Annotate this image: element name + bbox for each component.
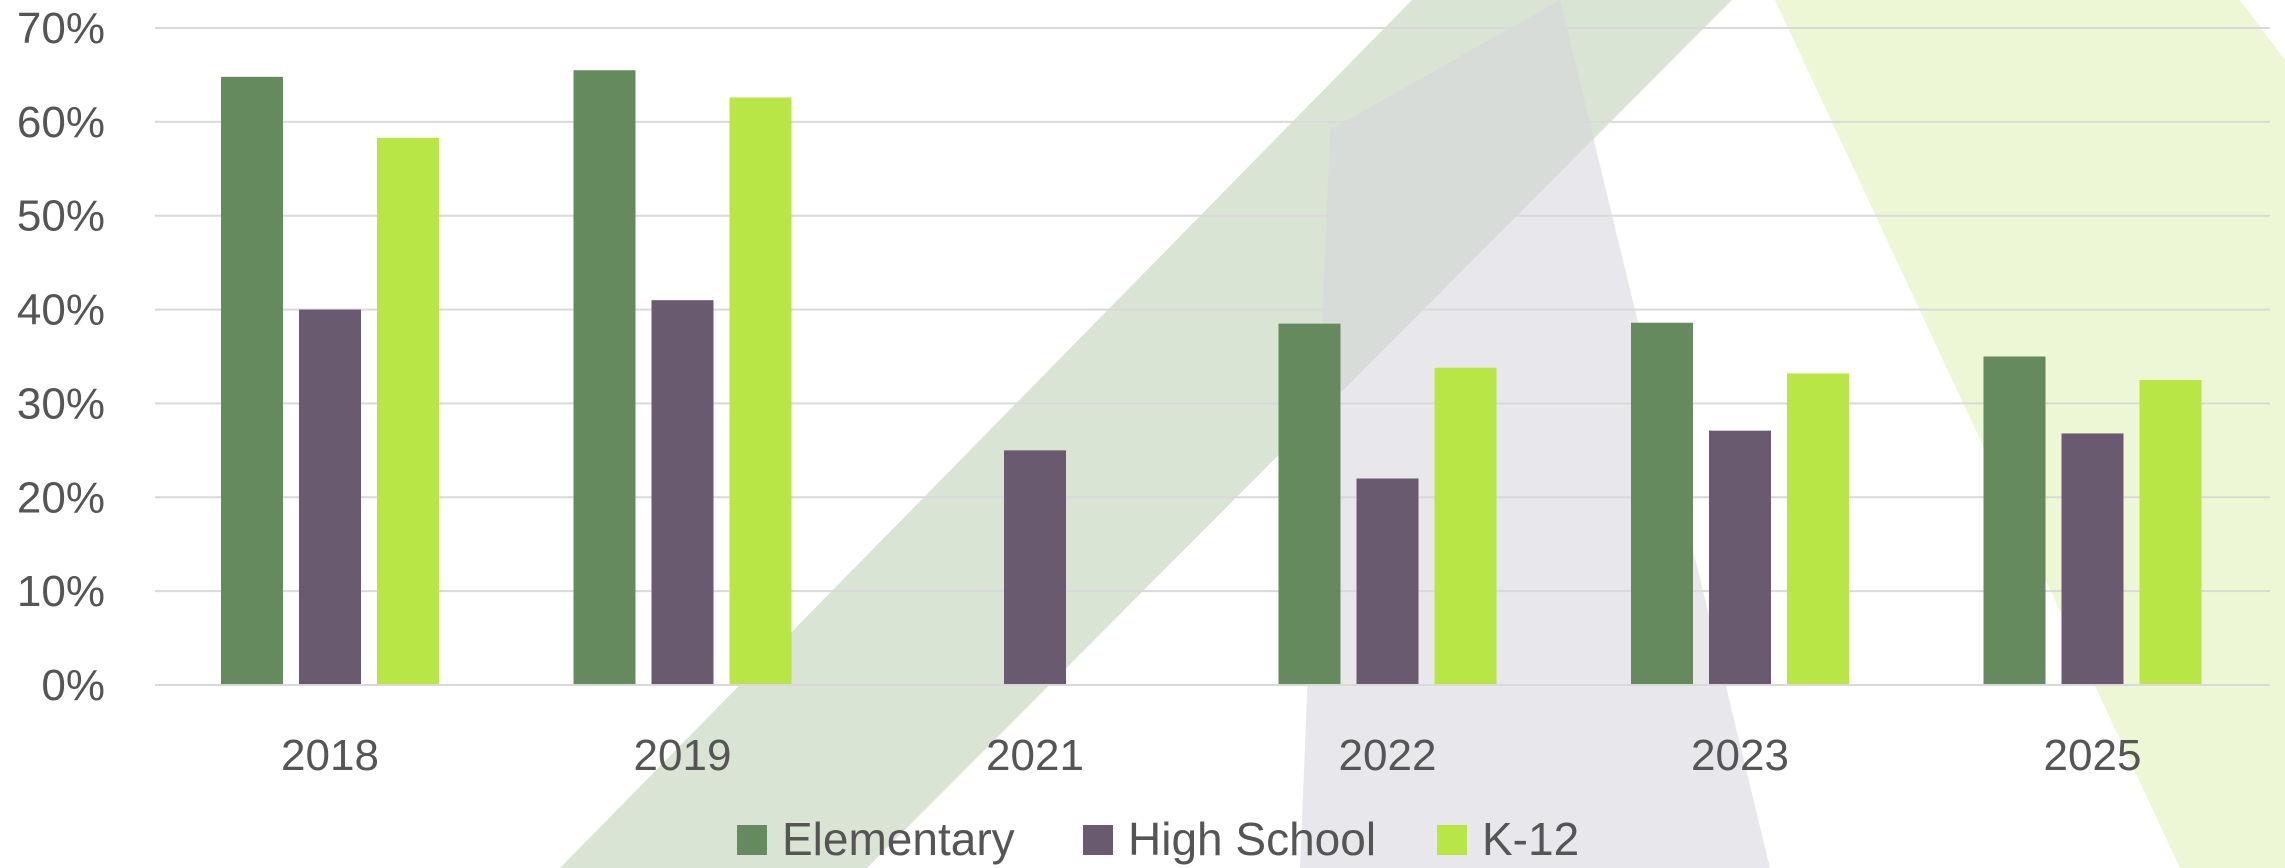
y-tick-label: 30% [17,379,105,428]
x-tick-label: 2025 [2044,731,2142,780]
x-tick-label: 2019 [634,731,732,780]
x-tick-label: 2018 [281,731,379,780]
bar-high-school-2019 [651,300,714,685]
bar-elementary-2018 [221,76,283,685]
y-tick-label: 0% [41,661,105,710]
bar-k-12-2022 [1434,367,1497,685]
y-tick-label: 70% [17,4,105,53]
x-axis: 2018 2019 2021 2022 2023 2025 [155,684,2270,780]
x-tick-label: 2023 [1691,731,1789,780]
y-tick-label: 10% [17,567,105,616]
bar-high-school-2022 [1356,478,1419,685]
bar-high-school-2023 [1709,430,1771,685]
bar-elementary-2022 [1278,323,1341,685]
legend-label-elementary: Elementary [782,813,1015,865]
x-tick-label: 2021 [986,731,1084,780]
bar-elementary-2025 [1983,356,2046,685]
y-tick-label: 40% [17,286,105,335]
bar-k-12-2023 [1787,373,1849,685]
bar-k-12-2019 [729,97,792,685]
y-tick-label: 50% [17,192,105,241]
y-axis: 0% 10% 20% 30% 40% 50% 60% 70% [17,4,105,710]
bar-high-school-2025 [2061,433,2124,685]
legend-swatch-k-12 [1437,825,1467,855]
bar-k-12-2018 [377,137,439,685]
bar-k-12-2025 [2139,379,2202,685]
bar-high-school-2018 [299,309,361,685]
legend-swatch-high-school [1083,825,1113,855]
legend-label-high-school: High School [1128,813,1376,865]
bars [221,70,2202,685]
legend-swatch-elementary [737,825,767,855]
x-tick-label: 2022 [1339,731,1437,780]
bar-elementary-2023 [1631,322,1693,685]
legend: Elementary High School K-12 [737,813,1579,865]
bar-elementary-2019 [573,70,636,685]
bar-high-school-2021 [1004,450,1066,685]
y-tick-label: 60% [17,98,105,147]
y-tick-label: 20% [17,473,105,522]
legend-label-k-12: K-12 [1482,813,1579,865]
